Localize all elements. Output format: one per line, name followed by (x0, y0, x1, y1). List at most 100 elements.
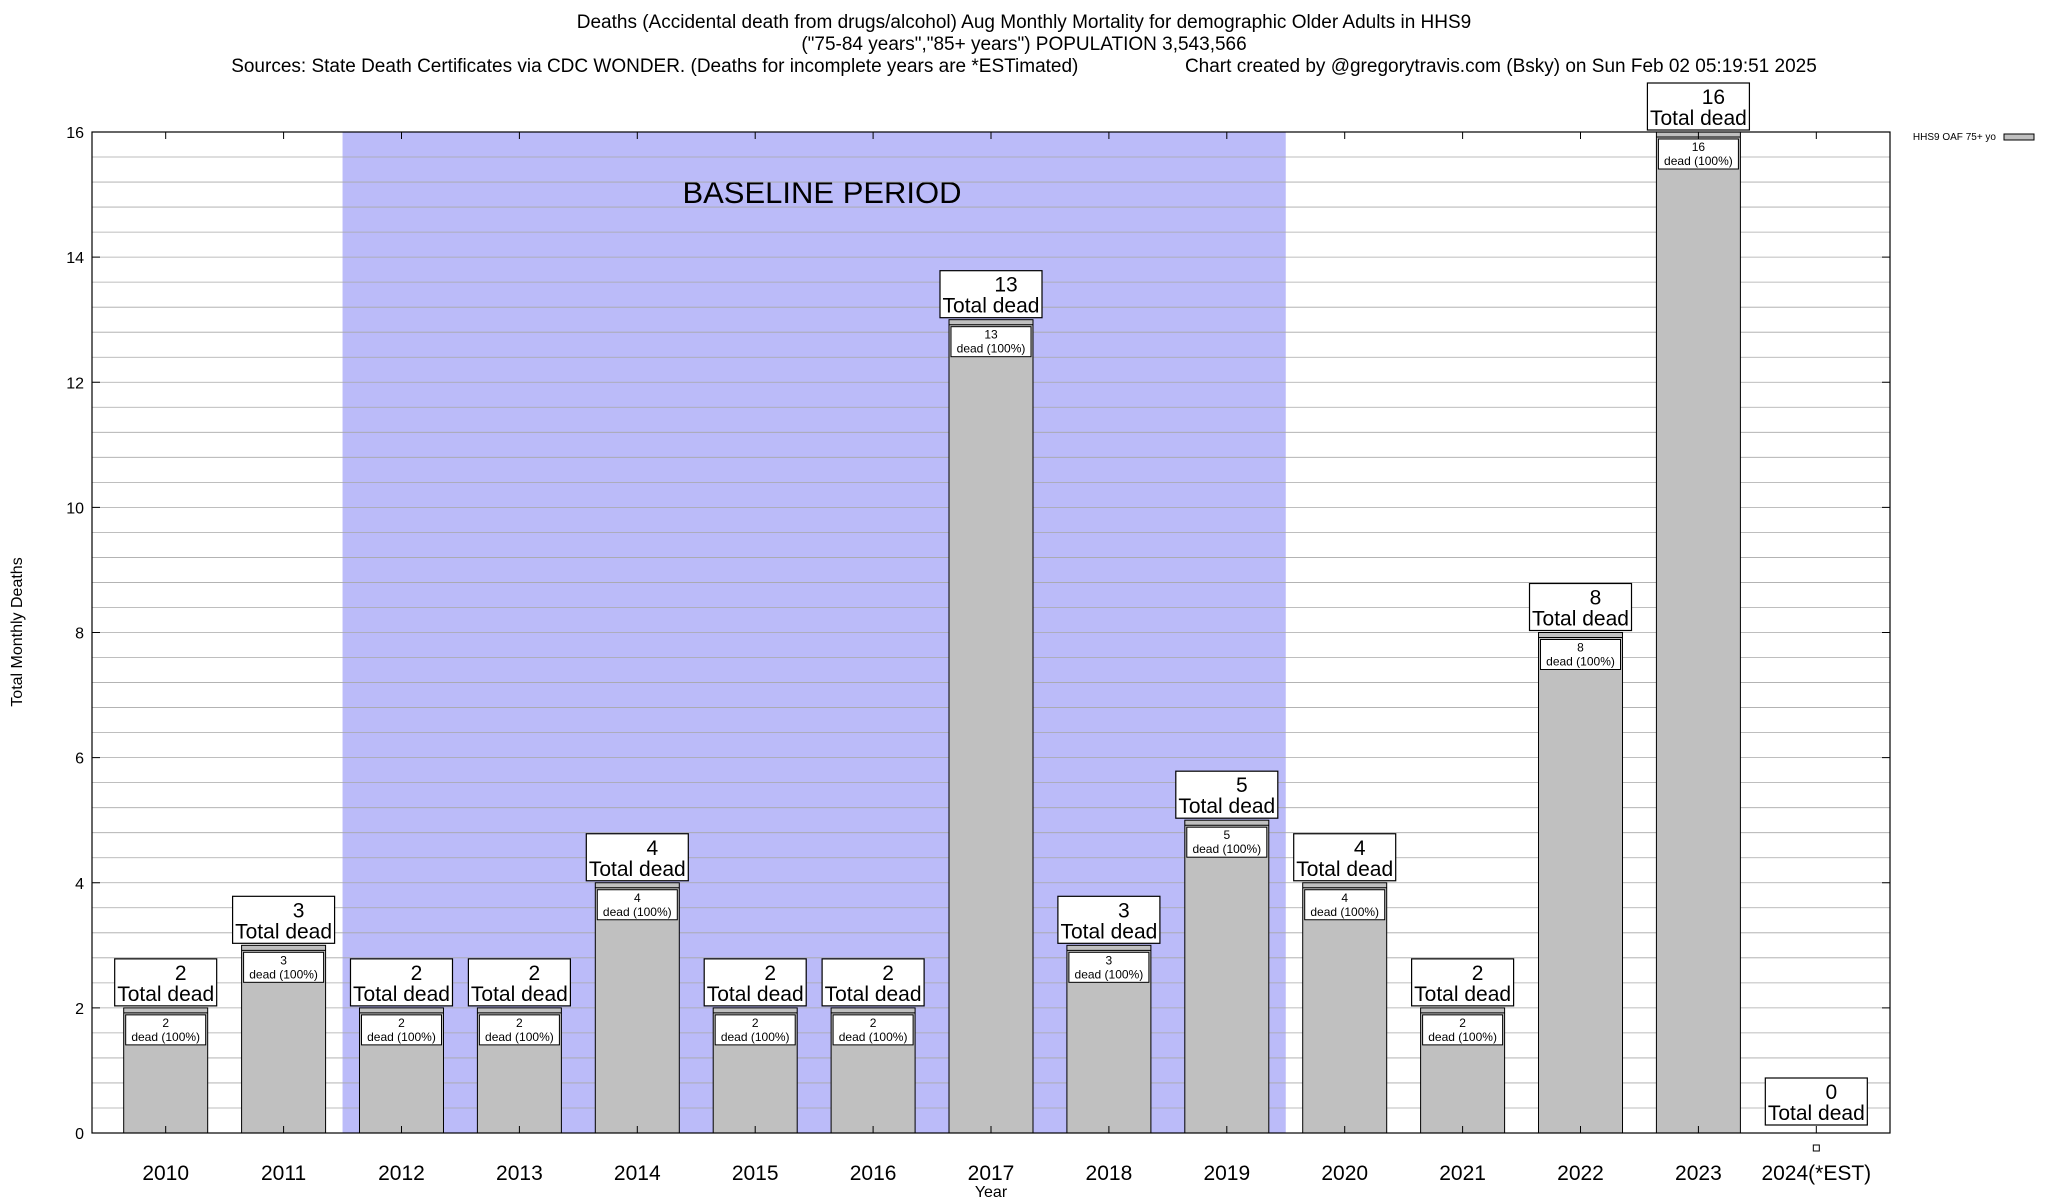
bar-inner-label: dead (100%) (485, 1030, 554, 1044)
total-label-text: Total dead (825, 983, 922, 1006)
bar-2020 (1302, 882, 1388, 1134)
total-label-box (114, 958, 218, 1007)
bar-inner-value: 2 (162, 1016, 169, 1030)
bar-2017 (948, 319, 1034, 1134)
total-label-box (1528, 582, 1633, 632)
total-label-value: 2 (529, 962, 541, 985)
total-label-text: Total dead (353, 983, 450, 1006)
x-tick-label: 2020 (1321, 1162, 1368, 1185)
total-label-value: 2 (1472, 962, 1484, 985)
x-tick-label: 2021 (1439, 1162, 1486, 1185)
chart-header: Deaths (Accidental death from drugs/alco… (0, 12, 2048, 78)
total-label-box (939, 270, 1043, 319)
total-label-text: Total dead (1532, 608, 1629, 631)
legend-swatch (2003, 133, 2035, 141)
total-label-value: 5 (1236, 774, 1248, 797)
x-tick-label: 2024(*EST) (1761, 1162, 1871, 1185)
x-tick-label: 2017 (968, 1162, 1015, 1185)
bar-zero-marker (1812, 1144, 1820, 1152)
x-tick-label: 2019 (1203, 1162, 1250, 1185)
total-label-box (231, 895, 336, 944)
y-axis-label: Total Monthly Deaths (9, 557, 26, 706)
total-label-text: Total dead (1650, 107, 1747, 130)
bar-inner-label-box (1068, 951, 1150, 983)
total-label-box (349, 958, 454, 1007)
total-label-value: 0 (1825, 1081, 1837, 1104)
total-label-box (585, 833, 689, 882)
bar-inner-label-box (125, 1014, 207, 1046)
bar-inner-label-box (596, 889, 678, 921)
total-label-text: Total dead (589, 858, 686, 881)
x-tick-label: 2013 (496, 1162, 543, 1185)
total-label-value: 8 (1590, 587, 1602, 610)
bar-inner-label-box (950, 326, 1032, 358)
y-tick-label: 8 (75, 626, 84, 643)
bar-inner-label: dead (100%) (1310, 905, 1379, 919)
chart-credit: Chart created by @gregorytravis.com (Bsk… (1184, 56, 1817, 77)
bar-inner-label-box (832, 1014, 914, 1046)
bar-inner-label-box (1540, 639, 1622, 670)
total-label-box (1646, 82, 1751, 131)
bar-inner-label-box (714, 1014, 796, 1046)
x-tick-label: 2010 (142, 1162, 189, 1185)
total-label-text: Total dead (943, 295, 1040, 318)
total-label-value: 4 (646, 837, 658, 860)
bar-inner-label: dead (100%) (1075, 967, 1144, 981)
bar-inner-label: dead (100%) (839, 1030, 908, 1044)
x-tick-label: 2022 (1557, 1162, 1604, 1185)
y-tick-label: 12 (66, 375, 84, 392)
total-label-box (1764, 1077, 1868, 1126)
total-label-value: 2 (882, 962, 894, 985)
total-label-value: 4 (1354, 837, 1366, 860)
bar-inner-value: 2 (398, 1016, 405, 1030)
x-tick-label: 2014 (614, 1162, 661, 1185)
bar-inner-value: 4 (634, 891, 641, 905)
total-label-box (1411, 958, 1515, 1007)
bar-inner-value: 2 (516, 1016, 523, 1030)
bar-inner-label: dead (100%) (1428, 1030, 1497, 1044)
bar-inner-label: dead (100%) (367, 1030, 436, 1044)
total-label-text: Total dead (117, 983, 214, 1006)
x-tick-label: 2018 (1086, 1162, 1133, 1185)
total-label-box (1175, 770, 1279, 819)
bar-2022 (1538, 632, 1624, 1134)
total-label-value: 3 (1118, 899, 1130, 922)
y-tick-label: 0 (75, 1126, 84, 1143)
total-label-text: Total dead (1060, 920, 1157, 943)
total-label-box (1293, 833, 1397, 882)
y-tick-label: 2 (75, 1001, 84, 1018)
bar-inner-label-box (360, 1014, 442, 1046)
total-label-value: 2 (411, 962, 423, 985)
bar-inner-value: 8 (1577, 641, 1584, 655)
chart-subtitle: ("75-84 years","85+ years") POPULATION 3… (801, 34, 1247, 55)
bar-inner-label: dead (100%) (721, 1030, 790, 1044)
total-label-value: 2 (175, 962, 187, 985)
bar-inner-label-box (1186, 826, 1268, 858)
bar-inner-label: dead (100%) (131, 1030, 200, 1044)
total-label-value: 13 (994, 274, 1017, 297)
bar-2014 (594, 882, 680, 1134)
bar-inner-label-box (1422, 1014, 1504, 1046)
total-label-text: Total dead (1414, 983, 1511, 1006)
x-axis-label: Year (975, 1184, 1008, 1200)
chart-sources: Sources: State Death Certificates via CD… (231, 56, 1079, 77)
bar-inner-label-box (1657, 138, 1739, 170)
bar-inner-value: 16 (1692, 140, 1706, 154)
legend-label: HHS9 OAF 75+ yo (1913, 132, 1997, 143)
bar-inner-label-box (478, 1014, 560, 1046)
x-tick-label: 2016 (850, 1162, 897, 1185)
total-label-text: Total dead (1178, 795, 1275, 818)
y-tick-label: 10 (66, 500, 84, 517)
bar-inner-label: dead (100%) (1192, 842, 1261, 856)
bar-inner-value: 2 (1459, 1016, 1466, 1030)
bar-inner-value: 5 (1223, 828, 1230, 842)
x-tick-label: 2012 (378, 1162, 425, 1185)
y-tick-label: 4 (75, 876, 84, 893)
bar-2019 (1184, 819, 1270, 1134)
total-label-text: Total dead (1296, 858, 1393, 881)
bar-inner-value: 3 (280, 953, 287, 967)
chart-title: Deaths (Accidental death from drugs/alco… (576, 12, 1472, 33)
bar-inner-label-box (243, 951, 325, 983)
bar-inner-label: dead (100%) (1664, 154, 1733, 168)
total-label-value: 2 (764, 962, 776, 985)
